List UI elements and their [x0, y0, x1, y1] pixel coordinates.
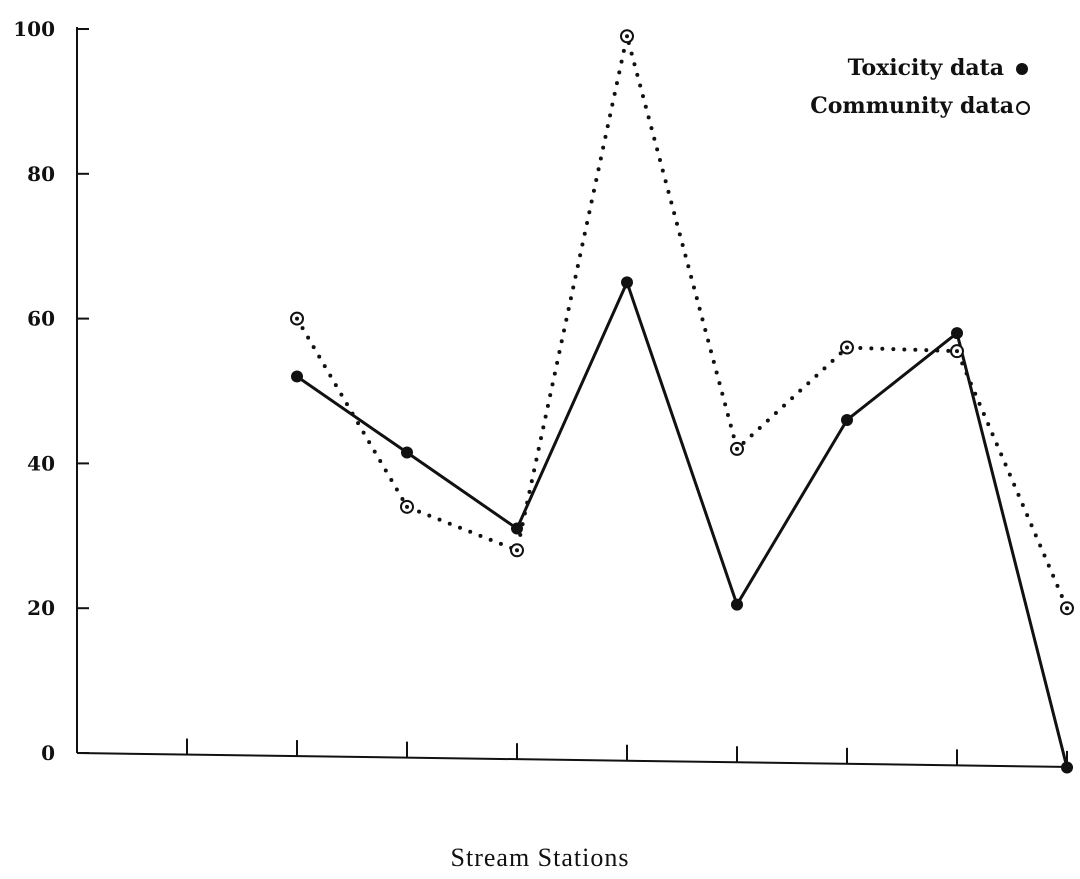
point-toxicity-6: [841, 413, 853, 426]
point-center-community-8: [1065, 606, 1069, 611]
legend-marker-community: [1016, 101, 1030, 115]
point-center-community-1: [295, 316, 299, 321]
legend: Toxicity data Community data: [810, 55, 1030, 119]
series-line-toxicity: [296, 280, 1069, 768]
y-tick-label-40: 40: [27, 451, 55, 475]
series-line-community: [295, 35, 1069, 611]
point-center-community-3: [515, 548, 519, 553]
legend-label-toxicity: Toxicity data: [848, 55, 1004, 81]
y-axis-ticks: 0 20 40 60 80 100: [13, 17, 89, 765]
y-tick-label-0: 0: [41, 741, 55, 765]
point-center-community-4: [625, 34, 629, 39]
x-axis-ticks: [186, 738, 1068, 767]
point-toxicity-7: [951, 327, 963, 340]
legend-label-community: Community data: [810, 93, 1014, 119]
x-axis-label: Stream Stations: [451, 843, 630, 872]
axes: [76, 27, 1074, 768]
point-toxicity-2: [401, 446, 413, 459]
point-toxicity-4: [621, 276, 633, 289]
point-toxicity-5: [731, 598, 743, 611]
point-toxicity-1: [291, 370, 303, 383]
y-tick-label-20: 20: [27, 596, 55, 620]
point-center-community-2: [405, 504, 409, 509]
y-tick-label-100: 100: [13, 17, 55, 41]
point-center-community-6: [845, 345, 849, 350]
x-axis-line: [76, 752, 1074, 768]
legend-marker-toxicity: [1016, 63, 1028, 75]
y-tick-label-60: 60: [27, 307, 55, 331]
point-center-community-5: [735, 446, 739, 451]
series-layer: [290, 29, 1074, 774]
point-center-community-7: [955, 349, 959, 354]
point-toxicity-3: [511, 522, 523, 535]
y-tick-label-80: 80: [27, 162, 55, 186]
point-toxicity-8: [1061, 761, 1073, 774]
